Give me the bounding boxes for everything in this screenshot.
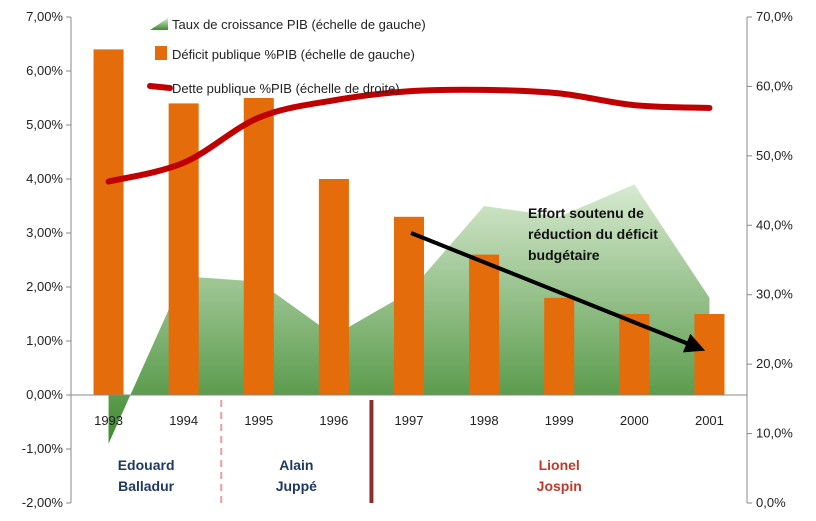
right-tick-label: 10,0%	[756, 426, 793, 441]
deficit-bar	[93, 49, 124, 396]
right-tick-label: 60,0%	[756, 78, 793, 93]
axes-layer: -2,00% -1,00% 0,00% 1,00% 2,00% 3,00% 4,00% 5,0…	[22, 9, 794, 510]
x-tick-label: 1995	[244, 413, 273, 428]
period-label: Edouard	[118, 457, 175, 473]
left-tick-label: -1,00%	[22, 441, 64, 456]
legend-label-deficit: Déficit publique %PIB (échelle de gauche…	[172, 47, 415, 62]
left-tick-label: 5,00%	[26, 117, 63, 132]
annotation-layer: Effort soutenu de réduction du déficit bud…	[410, 205, 706, 353]
left-tick-label: 1,00%	[26, 333, 63, 348]
deficit-bar	[393, 216, 425, 395]
right-tick-label: 0,0%	[756, 495, 786, 510]
x-tick-label: 1999	[545, 413, 574, 428]
deficit-bar	[168, 103, 199, 396]
x-tick-label: 2001	[695, 413, 724, 428]
x-tick-label: 1998	[470, 413, 499, 428]
x-tick-label: 2000	[620, 413, 649, 428]
right-tick-label: 40,0%	[756, 217, 793, 232]
left-tick-label: 6,00%	[26, 63, 63, 78]
left-tick-label: 7,00%	[26, 9, 63, 24]
period-label: Alain	[279, 457, 313, 473]
left-tick-label: 3,00%	[26, 225, 63, 240]
period-label: Jospin	[537, 478, 582, 494]
right-tick-label: 30,0%	[756, 287, 793, 302]
legend-swatch-deficit	[155, 46, 167, 60]
periods-layer: Edouard Balladur Alain Juppé Lionel Jospin	[118, 400, 582, 503]
left-tick-label: 2,00%	[26, 279, 63, 294]
period-label: Juppé	[276, 478, 317, 494]
annotation-text: Effort soutenu de	[528, 205, 644, 221]
legend-label-growth: Taux de croissance PIB (échelle de gauch…	[172, 17, 426, 32]
deficit-bar	[243, 98, 274, 395]
right-tick-label: 50,0%	[756, 148, 793, 163]
x-tick-label: 1996	[319, 413, 348, 428]
legend-swatch-growth	[150, 18, 168, 30]
left-tick-label: 0,00%	[26, 387, 63, 402]
right-tick-label: 20,0%	[756, 356, 793, 371]
x-tick-label: 1997	[395, 413, 424, 428]
deficit-bar	[469, 254, 500, 395]
deficit-bar	[318, 179, 349, 395]
period-label: Lionel	[539, 457, 580, 473]
debt-line-layer	[105, 86, 713, 185]
period-label: Balladur	[118, 478, 175, 494]
legend-label-debt: Dette publique %PIB (échelle de droite)	[172, 81, 400, 96]
right-tick-label: 70,0%	[756, 9, 793, 24]
x-tick-label: 1993	[94, 413, 123, 428]
deficit-bar	[694, 314, 725, 395]
left-tick-label: 4,00%	[26, 171, 63, 186]
deficit-bar	[544, 297, 575, 395]
legend: Taux de croissance PIB (échelle de gauch…	[147, 17, 426, 96]
debt-line	[105, 86, 713, 185]
annotation-text: réduction du déficit	[528, 226, 658, 242]
left-tick-label: -2,00%	[22, 495, 64, 510]
annotation-text: budgétaire	[528, 247, 600, 263]
x-tick-label: 1994	[169, 413, 198, 428]
legend-swatch-debt	[147, 83, 173, 91]
annotation-arrow	[410, 231, 706, 353]
